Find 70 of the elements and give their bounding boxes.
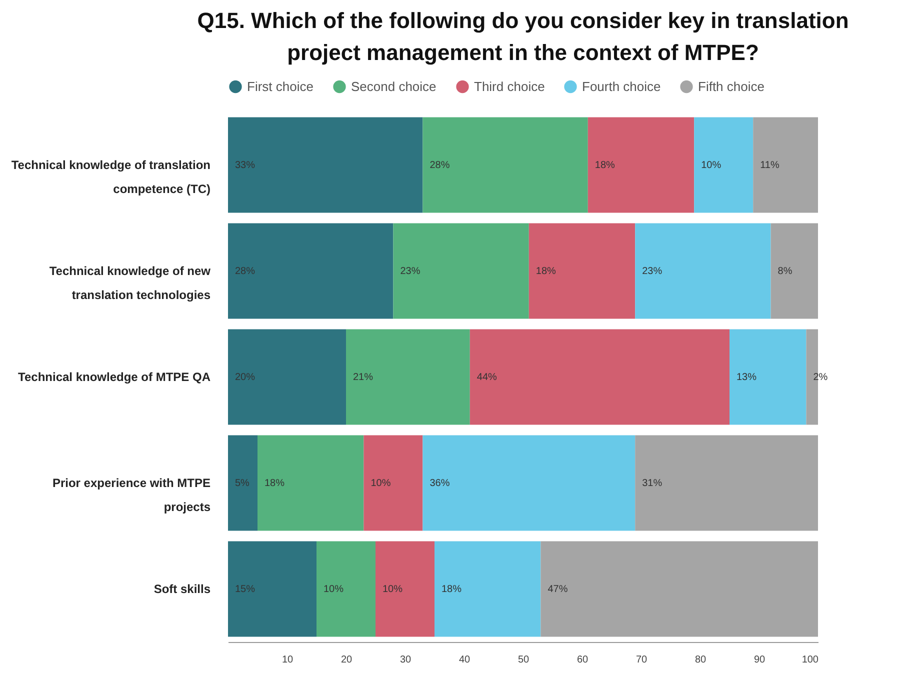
x-tick-label: 70 xyxy=(636,654,648,666)
bar xyxy=(228,117,423,213)
data-label: 44% xyxy=(476,372,498,383)
bar xyxy=(376,541,434,637)
data-label: 13% xyxy=(736,372,757,383)
data-label: 10% xyxy=(370,478,391,489)
x-tick-label: 20 xyxy=(340,654,352,666)
y-tick-label: Technical knowledge of translation competence (TC) xyxy=(11,158,210,196)
data-label: 36% xyxy=(430,478,450,489)
bar xyxy=(635,223,771,319)
data-label: 23% xyxy=(642,266,662,277)
bar xyxy=(635,435,818,531)
legend-label: First choice xyxy=(247,78,314,94)
x-tick-label: 30 xyxy=(400,654,412,666)
bar xyxy=(346,329,470,425)
bar xyxy=(228,541,316,637)
x-tick-label: 60 xyxy=(576,654,588,666)
y-tick-label: Prior experience with MTPE projects xyxy=(52,476,211,514)
bar xyxy=(364,435,423,531)
x-tick-label: 50 xyxy=(518,654,530,666)
data-label: 18% xyxy=(594,160,616,171)
y-tick-label: Soft skills xyxy=(154,582,211,596)
bar xyxy=(540,541,818,637)
bar xyxy=(694,117,754,213)
bar xyxy=(434,541,541,637)
data-label: 10% xyxy=(382,584,403,595)
bar xyxy=(588,117,694,213)
data-label: 11% xyxy=(760,160,780,171)
chart-title: Q15. Which of the following do you consider key in translation project management in the context of MTPE? xyxy=(197,8,849,65)
data-label: 2% xyxy=(813,372,828,383)
data-label: 18% xyxy=(442,584,462,595)
legend-label: Fifth choice xyxy=(698,78,764,94)
data-label: 10% xyxy=(701,160,722,171)
y-tick-label: Technical knowledge of MTPE QA xyxy=(18,370,211,384)
data-label: 28% xyxy=(430,160,450,171)
bar xyxy=(422,435,636,531)
data-label: 18% xyxy=(536,266,556,277)
x-tick-label: 90 xyxy=(754,654,766,666)
bar xyxy=(753,117,818,213)
data-label: 8% xyxy=(778,266,792,277)
bar xyxy=(528,223,636,319)
bar xyxy=(228,329,346,425)
data-label: 10% xyxy=(324,584,344,595)
data-label: 5% xyxy=(235,478,250,489)
x-tick-label: 40 xyxy=(458,654,470,666)
bar xyxy=(316,541,376,637)
bar xyxy=(730,329,806,425)
x-tick-label: 10 xyxy=(282,654,294,666)
bar xyxy=(470,329,730,425)
legend-label: Fourth choice xyxy=(582,78,661,94)
legend-label: Third choice xyxy=(474,78,545,94)
data-label: 23% xyxy=(400,266,420,277)
data-label: 15% xyxy=(235,584,256,595)
x-tick-label: 80 xyxy=(694,654,706,666)
data-label: 28% xyxy=(235,266,256,277)
bar xyxy=(393,223,529,319)
data-label: 31% xyxy=(642,478,662,489)
y-tick-label: Technical knowledge of new translation technologies xyxy=(49,264,212,302)
data-label: 33% xyxy=(235,160,256,171)
x-tick-label: 100 xyxy=(802,654,819,666)
data-label: 20% xyxy=(235,372,256,383)
data-label: 47% xyxy=(548,584,568,595)
bar xyxy=(228,435,258,531)
bar xyxy=(228,223,394,319)
data-label: 18% xyxy=(264,478,285,489)
bar xyxy=(422,117,588,213)
legend-label: Second choice xyxy=(351,78,436,94)
bar xyxy=(770,223,818,319)
data-label: 21% xyxy=(353,372,374,383)
bar xyxy=(258,435,364,531)
